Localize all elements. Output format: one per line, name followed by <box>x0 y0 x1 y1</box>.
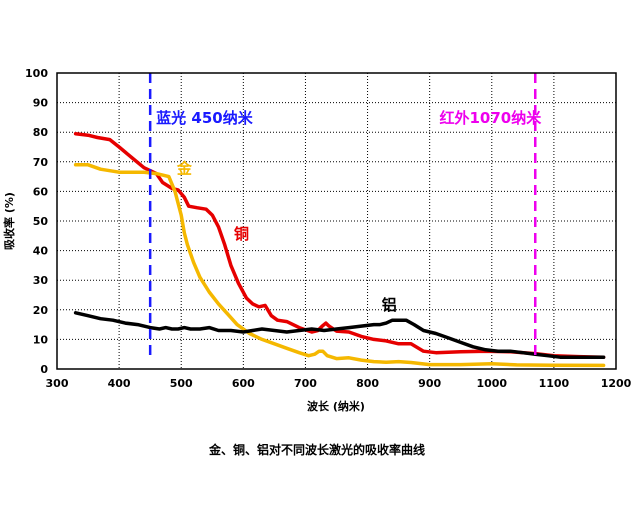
x-tick-label: 1100 <box>539 377 570 390</box>
marker-label-450: 蓝光 450纳米 <box>156 109 254 127</box>
x-tick-label: 900 <box>418 377 441 390</box>
y-tick-label: 40 <box>33 245 49 258</box>
y-tick-label: 100 <box>25 67 48 80</box>
x-tick-label: 300 <box>46 377 69 390</box>
y-axis-title: 吸收率 (%) <box>2 192 16 250</box>
y-tick-label: 50 <box>33 215 49 228</box>
y-tick-labels: 0 10 20 30 40 50 60 70 80 90 100 <box>25 67 48 376</box>
x-tick-label: 800 <box>356 377 379 390</box>
x-tick-label: 500 <box>170 377 193 390</box>
y-tick-label: 0 <box>40 363 48 376</box>
x-tick-labels: 300 400 500 600 700 800 900 1000 1100 1200 <box>46 377 632 390</box>
series-line-金 <box>73 163 606 368</box>
wavelength-markers: 蓝光 450纳米 红外1070纳米 <box>148 73 543 361</box>
y-tick-label: 70 <box>33 156 49 169</box>
chart-caption: 金、铜、铝对不同波长激光的吸收率曲线 <box>208 443 425 457</box>
x-tick-label: 600 <box>232 377 255 390</box>
series-line-铜 <box>73 131 606 359</box>
grid <box>57 73 616 369</box>
series-label-铜: 铜 <box>234 225 249 243</box>
series-lines <box>73 131 606 368</box>
series-label-铝: 铝 <box>382 296 397 314</box>
marker-label-1070: 红外1070纳米 <box>440 109 543 127</box>
series-label-金: 金 <box>176 160 193 178</box>
plot-frame <box>56 72 617 370</box>
series-labels: 金铜铝 <box>176 160 397 314</box>
x-tick-label: 1200 <box>601 377 632 390</box>
series-line-铝 <box>73 311 606 359</box>
y-tick-label: 60 <box>33 185 49 198</box>
x-tick-label: 700 <box>294 377 317 390</box>
y-tick-label: 20 <box>33 304 49 317</box>
y-tick-label: 80 <box>33 126 49 139</box>
x-axis-title: 波长 (纳米) <box>307 399 365 413</box>
y-tick-label: 90 <box>33 97 49 110</box>
x-tick-label: 1000 <box>476 377 507 390</box>
x-tick-label: 400 <box>108 377 131 390</box>
y-tick-label: 30 <box>33 274 49 287</box>
y-tick-label: 10 <box>33 333 49 346</box>
